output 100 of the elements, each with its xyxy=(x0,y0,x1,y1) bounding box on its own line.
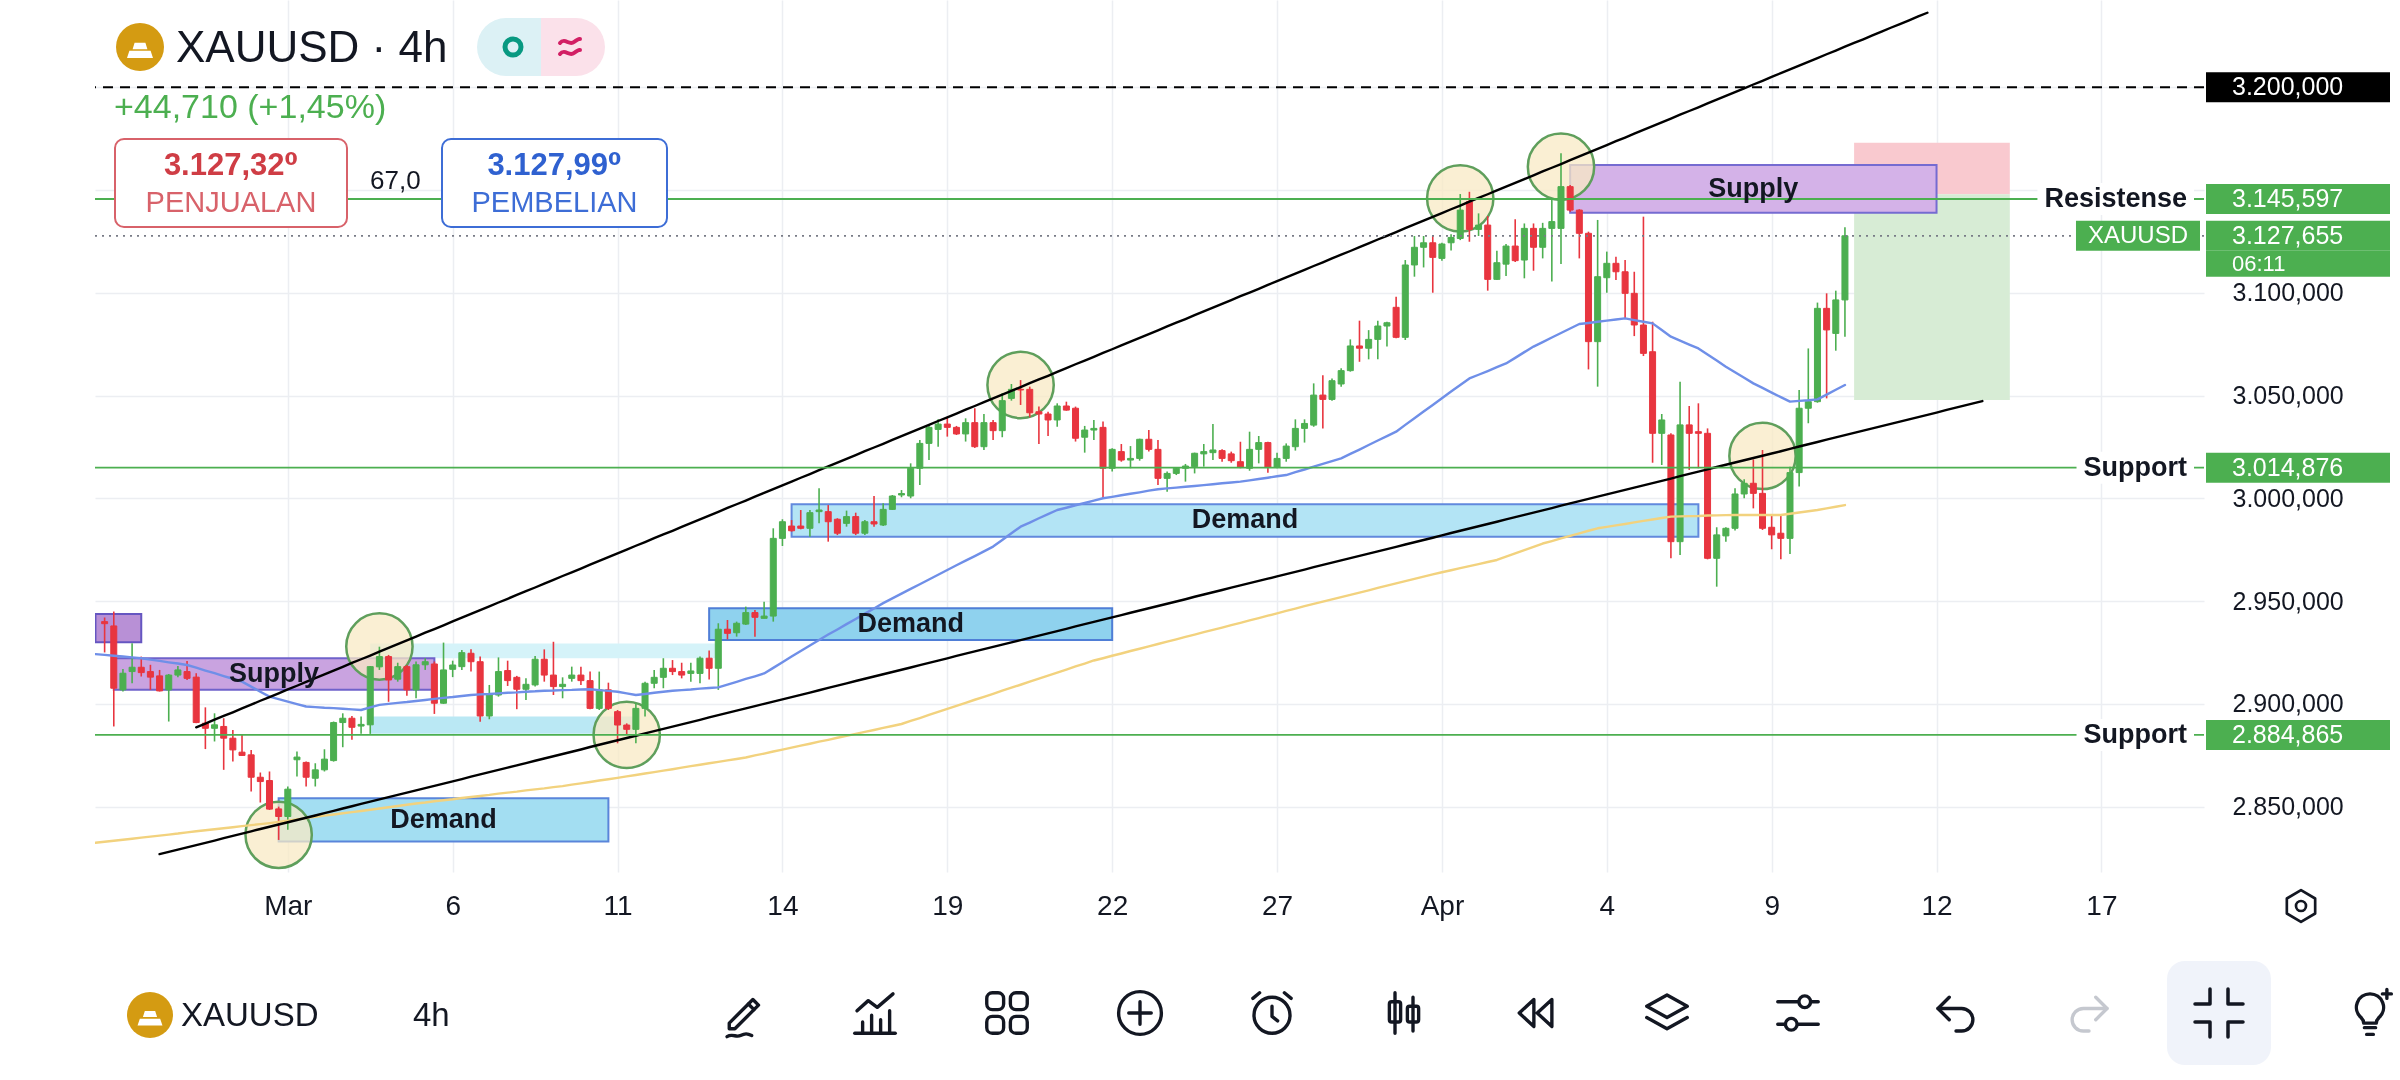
x-tick-label: 17 xyxy=(2086,889,2118,921)
annotation: Supply xyxy=(229,658,320,689)
candlestick xyxy=(778,518,786,547)
candlestick xyxy=(989,419,997,441)
annotation: 67,0 xyxy=(370,165,421,195)
candlestick xyxy=(385,654,393,703)
candlestick xyxy=(1337,367,1345,388)
annotation: PEMBELIAN xyxy=(471,186,638,219)
annotation: PENJUALAN xyxy=(145,186,317,219)
x-tick-label: 14 xyxy=(767,889,799,921)
x-tick-label: 12 xyxy=(1921,889,1953,921)
y-tick-label: 3.050,000 xyxy=(2232,381,2344,409)
candlestick xyxy=(146,663,154,691)
candlestick xyxy=(1658,413,1666,466)
candlestick xyxy=(614,709,622,745)
candlestick xyxy=(760,600,768,620)
text: +44,710 (+1,45%) xyxy=(114,87,387,125)
candlestick xyxy=(1236,440,1244,470)
y-tick-label: 2.950,000 xyxy=(2232,586,2344,615)
candlestick xyxy=(870,495,878,528)
candlestick xyxy=(1374,319,1382,361)
candlestick xyxy=(156,669,164,693)
candlestick xyxy=(247,749,255,793)
candlestick xyxy=(1530,222,1538,272)
candlestick xyxy=(687,661,695,683)
candlestick xyxy=(394,661,402,683)
x-tick-label: 6 xyxy=(445,889,461,921)
annotation: Supply xyxy=(1708,172,1799,203)
candlestick xyxy=(1090,419,1098,441)
candlestick xyxy=(1081,425,1089,454)
candlestick xyxy=(275,805,283,841)
candlestick xyxy=(1328,377,1336,402)
candlestick xyxy=(1566,184,1574,213)
candlestick xyxy=(320,748,328,773)
candlestick xyxy=(1713,526,1721,588)
candlestick xyxy=(348,715,356,741)
candlestick xyxy=(650,669,658,690)
candlestick xyxy=(1749,458,1757,510)
candlestick xyxy=(1475,212,1483,237)
annotation: 3.127,99⁰ xyxy=(487,146,622,182)
candlestick xyxy=(1026,385,1034,419)
candlestick xyxy=(943,416,951,438)
candlestick xyxy=(1694,402,1702,470)
x-tick-label: 9 xyxy=(1764,889,1780,921)
line-series xyxy=(158,399,1984,856)
candlestick xyxy=(806,509,814,538)
candlestick xyxy=(1291,418,1299,452)
annotation: Demand xyxy=(1191,504,1299,535)
candlestick xyxy=(549,640,557,696)
candlestick xyxy=(824,504,832,543)
candlestick xyxy=(1777,514,1785,561)
candlestick xyxy=(1163,470,1171,493)
candlestick xyxy=(751,609,759,638)
candlestick xyxy=(1511,218,1519,263)
text: 3.127,655 xyxy=(2232,220,2344,249)
candlestick xyxy=(1804,347,1812,425)
y-tick-label: 3.000,000 xyxy=(2232,483,2344,512)
candlestick xyxy=(1255,435,1263,465)
candlestick xyxy=(742,605,750,626)
candlestick xyxy=(119,668,127,693)
annotation: Demand xyxy=(390,803,497,834)
candlestick xyxy=(595,670,603,711)
candlestick xyxy=(1017,379,1025,406)
candlestick xyxy=(723,619,731,641)
candlestick xyxy=(375,645,383,671)
x-tick-label: 22 xyxy=(1097,889,1129,921)
text: 2.884,865 xyxy=(2232,719,2344,748)
x-tick-label: 4 xyxy=(1599,889,1616,921)
candlestick xyxy=(1768,514,1776,551)
candlestick xyxy=(1282,442,1290,463)
candlestick xyxy=(1301,418,1309,444)
ref-line-label: XAUUSD xyxy=(2087,220,2189,248)
candlestick xyxy=(1685,405,1693,471)
candlestick xyxy=(458,649,466,671)
candlestick xyxy=(696,655,704,685)
candlestick xyxy=(513,675,521,710)
candlestick xyxy=(1383,320,1391,348)
text: 3.014,876 xyxy=(2232,452,2344,481)
candlestick xyxy=(1365,329,1373,361)
text: 3.200,000 xyxy=(2232,72,2344,101)
candlestick xyxy=(101,616,109,654)
ref-line-label: Support xyxy=(2083,718,2187,749)
candlestick xyxy=(1603,250,1611,294)
candlestick xyxy=(256,771,264,804)
candlestick xyxy=(229,729,237,763)
candlestick xyxy=(1410,235,1418,278)
annotation: Demand xyxy=(857,608,964,639)
x-tick-label: Apr xyxy=(1420,889,1465,921)
candlestick xyxy=(128,642,136,685)
text: XAUUSD · 4h xyxy=(176,22,448,71)
candlestick xyxy=(165,673,173,723)
annotation: 3.127,32⁰ xyxy=(163,146,299,182)
text: 06:11 xyxy=(2232,250,2286,276)
candlestick xyxy=(238,734,246,757)
candlestick xyxy=(659,657,667,690)
candlestick xyxy=(302,760,310,788)
ref-line-label: Resistense xyxy=(2044,182,2187,213)
candlestick xyxy=(852,511,860,536)
y-tick-label: 2.850,000 xyxy=(2232,792,2344,821)
candlestick xyxy=(815,487,823,525)
